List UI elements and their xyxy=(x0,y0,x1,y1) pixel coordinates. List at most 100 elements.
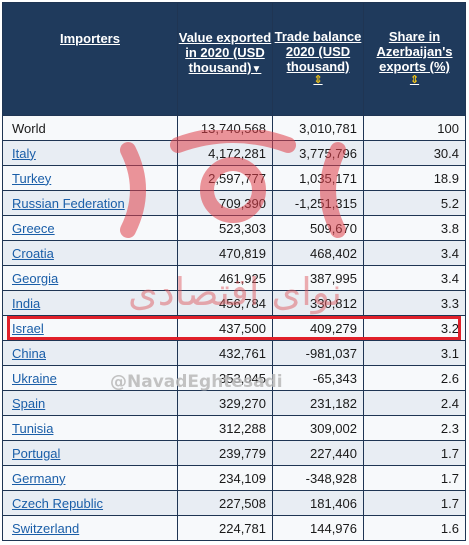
value-exported-cell: 224,781 xyxy=(177,515,273,541)
importer-link[interactable]: China xyxy=(12,345,46,361)
trade-balance-cell: 3,775,796 xyxy=(272,140,364,166)
table-row: Russian Federation 709,390 -1,251,315 5.2 xyxy=(2,190,466,216)
value-exported-cell: 432,761 xyxy=(177,340,273,366)
trade-balance-cell: 468,402 xyxy=(272,240,364,266)
table-row: Germany 234,109 -348,928 1.7 xyxy=(2,465,466,491)
trade-balance-cell: 181,406 xyxy=(272,490,364,516)
table-row: China 432,761 -981,037 3.1 xyxy=(2,340,466,366)
share-cell: 100 xyxy=(363,115,466,141)
importer-cell: Germany xyxy=(2,465,178,491)
importer-link[interactable]: Germany xyxy=(12,470,66,486)
importer-link[interactable]: Czech Republic xyxy=(12,495,104,511)
importer-link[interactable]: Georgia xyxy=(12,270,59,286)
importer-link[interactable]: Tunisia xyxy=(12,420,54,436)
importer-cell: World xyxy=(2,115,178,141)
share-cell: 3.3 xyxy=(363,290,466,316)
trade-balance-cell: 509,670 xyxy=(272,215,364,241)
value-header-label: Value exported in 2020 (USD thousand) xyxy=(178,30,272,75)
importer-link[interactable]: Italy xyxy=(12,145,36,161)
importer-link[interactable]: Portugal xyxy=(12,445,61,461)
table-row: Czech Republic 227,508 181,406 1.7 xyxy=(2,490,466,516)
column-header-value-exported[interactable]: Value exported in 2020 (USD thousand)▼ xyxy=(177,2,273,116)
share-cell: 3.4 xyxy=(363,265,466,291)
table-row: World 13,740,568 3,010,781 100 xyxy=(2,115,466,141)
importer-cell: Georgia xyxy=(2,265,178,291)
sort-descending-icon: ▼ xyxy=(251,64,262,75)
importer-link[interactable]: Russian Federation xyxy=(12,195,125,211)
table-row: Turkey 2,597,777 1,035,171 18.9 xyxy=(2,165,466,191)
value-exported-cell: 239,779 xyxy=(177,440,273,466)
value-exported-cell: 13,740,568 xyxy=(177,115,273,141)
trade-balance-cell: -348,928 xyxy=(272,465,364,491)
value-exported-cell: 227,508 xyxy=(177,490,273,516)
value-exported-cell: 709,390 xyxy=(177,190,273,216)
share-cell: 3.1 xyxy=(363,340,466,366)
trade-balance-cell: 1,035,171 xyxy=(272,165,364,191)
table-row: Portugal 239,779 227,440 1.7 xyxy=(2,440,466,466)
share-cell: 3.2 xyxy=(363,315,466,341)
importer-link[interactable]: Greece xyxy=(12,220,55,236)
trade-balance-cell: -1,251,315 xyxy=(272,190,364,216)
table-row: Croatia 470,819 468,402 3.4 xyxy=(2,240,466,266)
table-row: Greece 523,303 509,670 3.8 xyxy=(2,215,466,241)
importer-label: World xyxy=(12,120,46,136)
table-row: Georgia 461,925 387,995 3.4 xyxy=(2,265,466,291)
importer-cell: Spain xyxy=(2,390,178,416)
trade-balance-cell: 231,182 xyxy=(272,390,364,416)
value-exported-cell: 437,500 xyxy=(177,315,273,341)
importer-cell: Tunisia xyxy=(2,415,178,441)
value-exported-cell: 470,819 xyxy=(177,240,273,266)
table-row: Tunisia 312,288 309,002 2.3 xyxy=(2,415,466,441)
share-cell: 30.4 xyxy=(363,140,466,166)
importer-cell: Italy xyxy=(2,140,178,166)
value-header-wrap: Value exported in 2020 (USD thousand)▼ xyxy=(178,4,272,78)
trade-balance-cell: 3,010,781 xyxy=(272,115,364,141)
share-cell: 18.9 xyxy=(363,165,466,191)
trade-balance-cell: 409,279 xyxy=(272,315,364,341)
share-header-wrap: Share in Azerbaijan's exports (%) ⇕ xyxy=(365,4,465,87)
importer-link[interactable]: Israel xyxy=(12,320,44,336)
value-exported-cell: 329,270 xyxy=(177,390,273,416)
importer-cell: China xyxy=(2,340,178,366)
trade-balance-cell: 144,976 xyxy=(272,515,364,541)
trade-balance-cell: -65,343 xyxy=(272,365,364,391)
table-body: World 13,740,568 3,010,781 100 Italy 4,172,28… xyxy=(2,115,466,541)
share-cell: 1.7 xyxy=(363,490,466,516)
table-row: Italy 4,172,281 3,775,796 30.4 xyxy=(2,140,466,166)
value-exported-cell: 234,109 xyxy=(177,465,273,491)
column-header-trade-balance[interactable]: Trade balance 2020 (USD thousand) ⇕ xyxy=(272,2,364,116)
value-exported-cell: 312,288 xyxy=(177,415,273,441)
importer-link[interactable]: Croatia xyxy=(12,245,54,261)
share-cell: 1.6 xyxy=(363,515,466,541)
share-cell: 3.4 xyxy=(363,240,466,266)
importer-cell: Portugal xyxy=(2,440,178,466)
importer-link[interactable]: Ukraine xyxy=(12,370,57,386)
trade-balance-cell: -981,037 xyxy=(272,340,364,366)
balance-header-wrap: Trade balance 2020 (USD thousand) ⇕ xyxy=(274,4,363,87)
balance-header-label: Trade balance 2020 (USD thousand) xyxy=(274,29,362,74)
table-header-row: Importers Value exported in 2020 (USD th… xyxy=(2,2,466,116)
importer-cell: Greece xyxy=(2,215,178,241)
table-row: Spain 329,270 231,182 2.4 xyxy=(2,390,466,416)
importer-cell: Ukraine xyxy=(2,365,178,391)
sort-icon: ⇕ xyxy=(409,74,420,86)
column-header-importers[interactable]: Importers xyxy=(2,2,178,116)
importers-table: Importers Value exported in 2020 (USD th… xyxy=(2,2,466,541)
importer-cell: Switzerland xyxy=(2,515,178,541)
share-cell: 2.6 xyxy=(363,365,466,391)
share-header-label: Share in Azerbaijan's exports (%) xyxy=(376,29,453,74)
importer-cell: India xyxy=(2,290,178,316)
share-cell: 1.7 xyxy=(363,440,466,466)
importer-link[interactable]: India xyxy=(12,295,41,311)
importers-header-label: Importers xyxy=(60,31,120,46)
importer-link[interactable]: Turkey xyxy=(12,170,52,186)
value-exported-cell: 2,597,777 xyxy=(177,165,273,191)
importer-cell: Russian Federation xyxy=(2,190,178,216)
importer-link[interactable]: Switzerland xyxy=(12,520,80,536)
importer-link[interactable]: Spain xyxy=(12,395,46,411)
column-header-share[interactable]: Share in Azerbaijan's exports (%) ⇕ xyxy=(363,2,466,116)
value-exported-cell: 461,925 xyxy=(177,265,273,291)
trade-balance-cell: 387,995 xyxy=(272,265,364,291)
trade-balance-cell: 309,002 xyxy=(272,415,364,441)
